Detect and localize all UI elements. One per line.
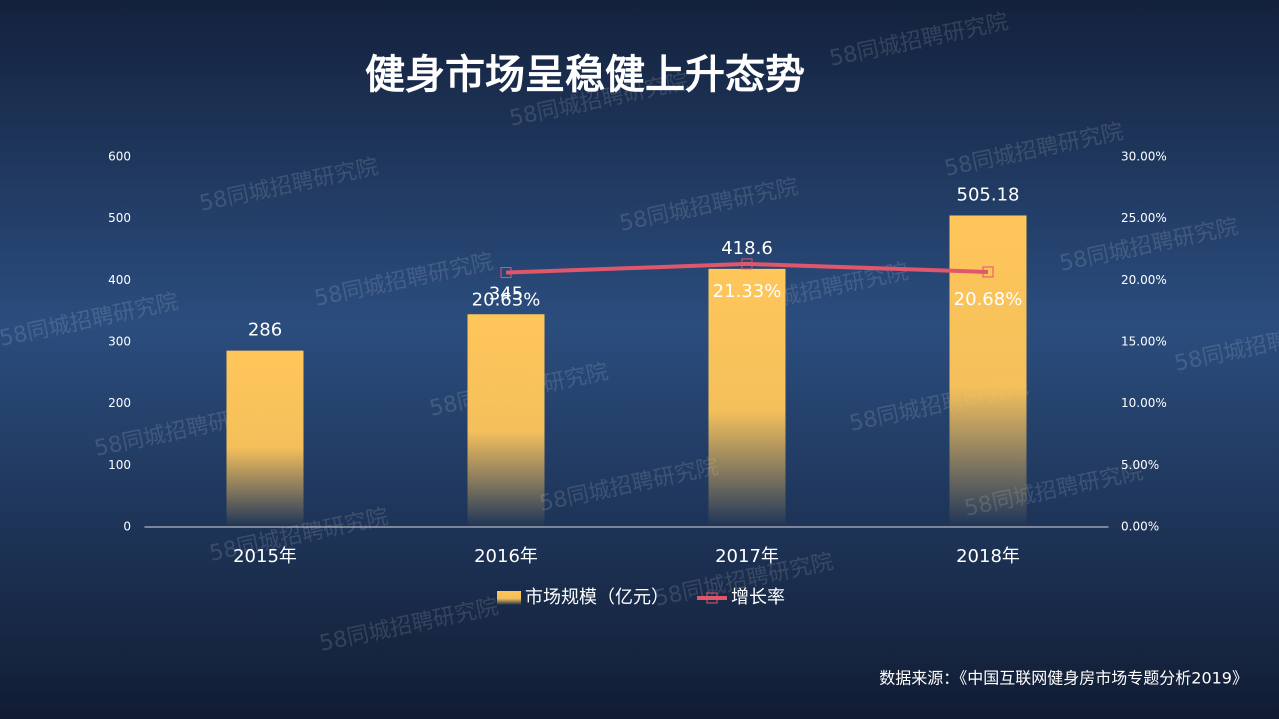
bar xyxy=(226,350,304,527)
x-tick-label: 2016年 xyxy=(474,546,538,567)
bar-value-label: 505.18 xyxy=(957,184,1020,205)
chart-title: 健身市场呈稳健上升态势 xyxy=(365,52,805,98)
y2-tick-label: 0.00% xyxy=(1121,520,1159,534)
line-marker xyxy=(982,266,994,278)
bar-value-label: 286 xyxy=(248,320,282,341)
bar-value-label: 418.6 xyxy=(721,238,773,259)
bar xyxy=(467,314,545,527)
y-tick-label: 100 xyxy=(108,458,131,472)
legend-swatch-marker xyxy=(706,592,718,604)
x-tick-label: 2018年 xyxy=(956,546,1020,567)
y-tick-label: 400 xyxy=(108,273,131,287)
line-marker xyxy=(500,267,512,279)
y2-tick-label: 15.00% xyxy=(1121,335,1167,349)
legend-swatch xyxy=(497,591,521,605)
y-tick-label: 0 xyxy=(123,520,131,534)
line-value-label: 20.63% xyxy=(472,290,541,311)
bar-value-label: 345 xyxy=(489,283,523,304)
y-tick-label: 200 xyxy=(108,396,131,410)
source-note: 数据来源：《中国互联网健身房市场专题分析2019》 xyxy=(879,669,1248,688)
y2-tick-label: 5.00% xyxy=(1121,458,1159,472)
legend-label: 市场规模（亿元） xyxy=(525,587,669,608)
x-tick-label: 2015年 xyxy=(233,546,297,567)
bar xyxy=(949,215,1027,527)
y-tick-label: 500 xyxy=(108,211,131,225)
y2-tick-label: 10.00% xyxy=(1121,396,1167,410)
y-tick-label: 600 xyxy=(108,150,131,164)
bar xyxy=(708,268,786,527)
y-tick-label: 300 xyxy=(108,335,131,349)
line-value-label: 21.33% xyxy=(713,281,782,302)
y2-tick-label: 25.00% xyxy=(1121,211,1167,225)
y2-tick-label: 20.00% xyxy=(1121,273,1167,287)
line xyxy=(505,261,989,275)
line-marker xyxy=(741,258,753,270)
line-value-label: 20.68% xyxy=(954,289,1023,310)
y2-tick-label: 30.00% xyxy=(1121,150,1167,164)
legend-label: 增长率 xyxy=(731,587,785,608)
x-tick-label: 2017年 xyxy=(715,546,779,567)
